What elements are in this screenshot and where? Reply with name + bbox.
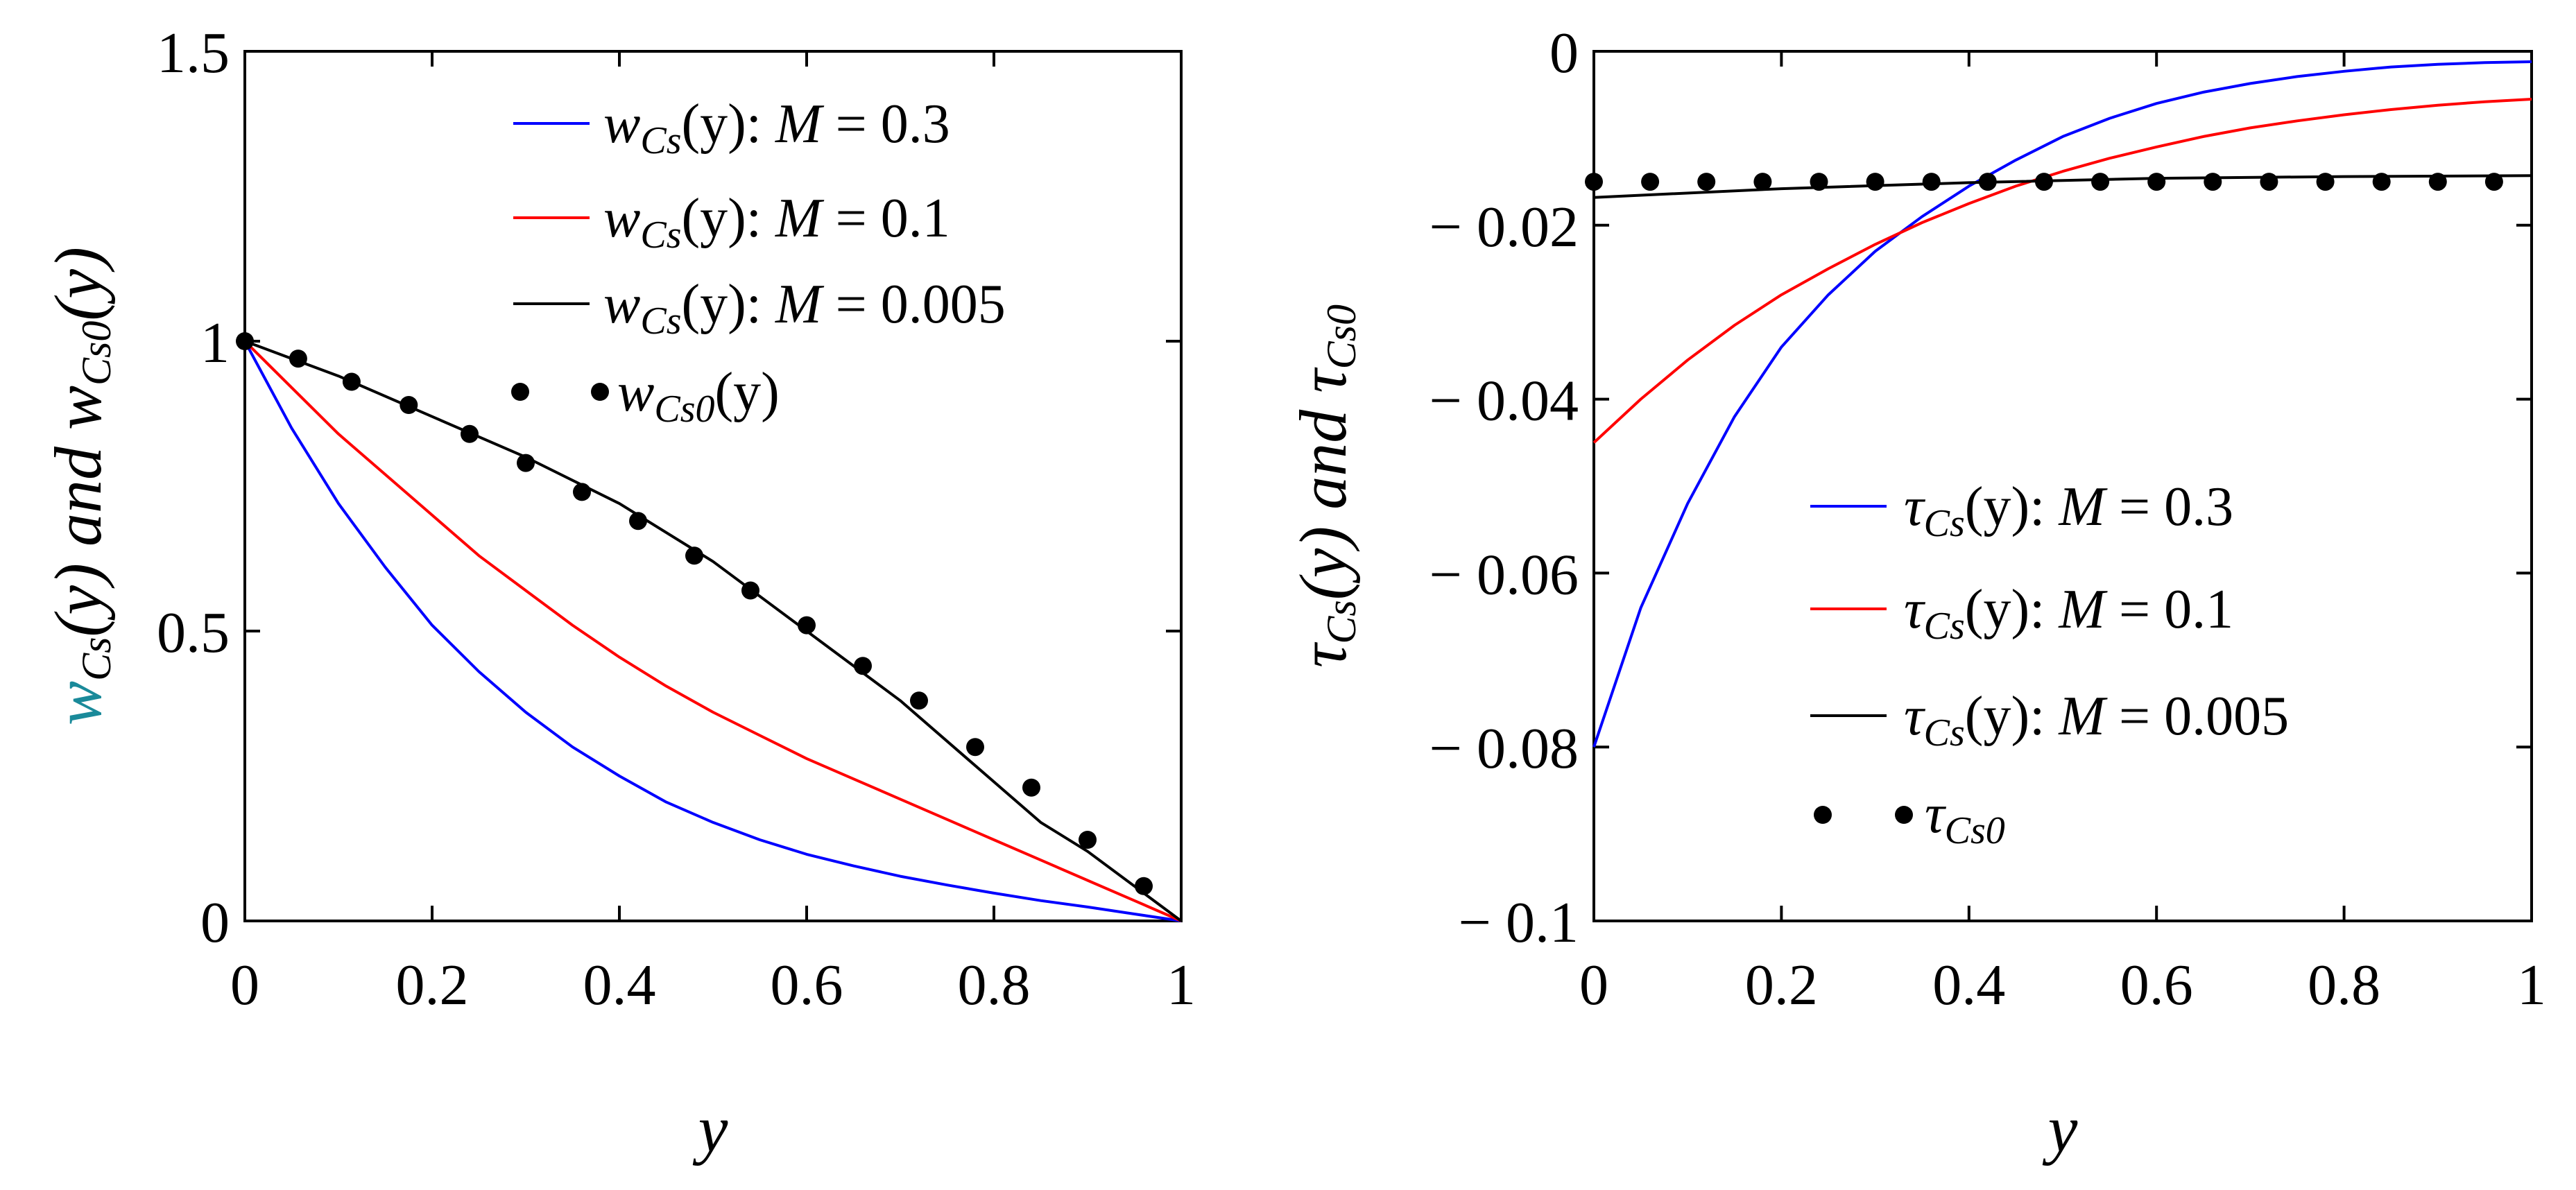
series-point-t0: [2091, 173, 2110, 191]
legend-dot: [1814, 806, 1832, 824]
legend-label-w0: wCs0(y): [617, 362, 780, 431]
series-line-m03: [1592, 60, 2532, 748]
series-point-t0: [2484, 173, 2503, 191]
series-point-w0: [236, 332, 254, 350]
x-tick-label: 0.8: [2308, 953, 2380, 1017]
x-tick-label: 0: [1579, 953, 1608, 1017]
legend-dot: [1895, 806, 1913, 824]
x-tick-label: 1: [2517, 953, 2546, 1017]
series-point-t0: [2147, 173, 2166, 191]
y-axis-title: wCs(y) and wCs0(y): [41, 247, 119, 725]
series-point-t0: [1978, 173, 1997, 191]
series-point-t0: [1810, 173, 1828, 191]
y-tick-labels: − 0.1 − 0.08 − 0.06 − 0.04 − 0.02 0: [1429, 21, 1579, 955]
y-tick-label: 0: [200, 890, 230, 955]
y-tick-label: 1.5: [157, 21, 230, 85]
legend-label-m0005: wCs(y): M = 0.005: [603, 274, 1006, 343]
series-point-w0: [289, 350, 307, 368]
series-point-t0: [2204, 173, 2222, 191]
plot-frame: [1592, 50, 2533, 922]
series-line-m01: [243, 340, 1182, 922]
series-line-m01: [1592, 98, 2532, 444]
y-tick-label: 0: [1549, 21, 1579, 85]
series-point-w0: [741, 581, 759, 600]
y-axis-title: τCs(y) and τCs0: [1286, 304, 1364, 668]
series-point-t0: [2428, 173, 2447, 191]
legend-label-m01: wCs(y): M = 0.1: [603, 188, 950, 257]
ticks: [1592, 50, 2533, 922]
series-line-m03: [243, 340, 1182, 922]
y-tick-label: − 0.02: [1429, 195, 1579, 259]
ticks: [243, 50, 1183, 922]
series-point-t0: [1753, 173, 1772, 191]
x-tick-label: 0.4: [1932, 953, 2005, 1017]
legend-dot: [591, 383, 609, 401]
legend-label-m03: τCs(y): M = 0.3: [1904, 476, 2233, 545]
x-tick-labels: 0 0.2 0.4 0.6 0.8 1: [1579, 953, 2546, 1017]
series-point-t0: [1866, 173, 1884, 191]
legend: wCs(y): M = 0.3 wCs(y): M = 0.1 wCs(y): …: [511, 94, 1006, 431]
series-point-t0: [2316, 173, 2335, 191]
y-tick-label: 0.5: [157, 601, 230, 665]
series-point-w0: [798, 616, 816, 635]
series-point-t0: [1585, 173, 1603, 191]
legend-dot: [511, 383, 529, 401]
y-tick-label: − 0.1: [1459, 890, 1579, 955]
series-point-w0: [517, 454, 535, 472]
series-point-t0: [1922, 173, 1941, 191]
series-point-t0: [1697, 173, 1716, 191]
legend-label-t0: τCs0: [1925, 784, 2005, 852]
series-point-w0: [461, 424, 479, 443]
series-line-m0005: [1593, 174, 2532, 199]
series-point-w0: [629, 512, 647, 531]
series-point-w0: [1022, 778, 1040, 797]
y-tick-label: − 0.04: [1429, 369, 1579, 433]
legend-label-m01: τCs(y): M = 0.1: [1904, 579, 2233, 648]
legend-label-m0005: τCs(y): M = 0.005: [1904, 686, 2289, 754]
y-tick-label: 1: [200, 311, 230, 375]
x-tick-label: 0.6: [771, 953, 843, 1017]
series-point-w0: [1079, 831, 1097, 849]
series-group: [236, 332, 1183, 922]
y-tick-labels: 0 0.5 1 1.5: [157, 21, 230, 955]
x-tick-labels: 0 0.2 0.4 0.6 0.8 1: [230, 953, 1196, 1017]
y-tick-label: − 0.08: [1429, 716, 1579, 781]
legend: τCs(y): M = 0.3 τCs(y): M = 0.1 τCs(y): …: [1810, 476, 2289, 852]
chart-w-profile: 0 0.2 0.4 0.6 0.8 1 0 0.5 1 1.5 wCs(y): M = 0.3 …: [41, 21, 1196, 1166]
series-group: [1585, 60, 2532, 748]
x-tick-label: 1: [1167, 953, 1196, 1017]
chart-tau-profile: 0 0.2 0.4 0.6 0.8 1 − 0.1− 0.08− 0.06− 0.04− …: [1286, 21, 2546, 1166]
x-axis-title: y: [2042, 1092, 2078, 1166]
x-tick-label: 0.2: [1745, 953, 1818, 1017]
series-point-t0: [2260, 173, 2278, 191]
x-tick-label: 0: [230, 953, 259, 1017]
x-axis-title: y: [692, 1092, 728, 1166]
x-tick-label: 0.4: [583, 953, 656, 1017]
legend-label-m03: wCs(y): M = 0.3: [603, 94, 950, 162]
x-tick-label: 0.2: [396, 953, 469, 1017]
plot-frame: [243, 50, 1183, 922]
series-point-w0: [1135, 877, 1153, 895]
series-point-w0: [854, 657, 872, 675]
series-point-w0: [400, 396, 418, 414]
series-point-w0: [685, 546, 703, 565]
series-point-t0: [2372, 173, 2391, 191]
series-point-t0: [2035, 173, 2053, 191]
series-point-w0: [966, 738, 984, 757]
series-point-t0: [1641, 173, 1660, 191]
x-tick-label: 0.6: [2120, 953, 2193, 1017]
series-point-w0: [573, 483, 591, 501]
series-point-w0: [910, 691, 928, 710]
series-point-w0: [342, 372, 361, 391]
y-tick-label: − 0.06: [1429, 542, 1579, 607]
x-tick-label: 0.8: [958, 953, 1031, 1017]
